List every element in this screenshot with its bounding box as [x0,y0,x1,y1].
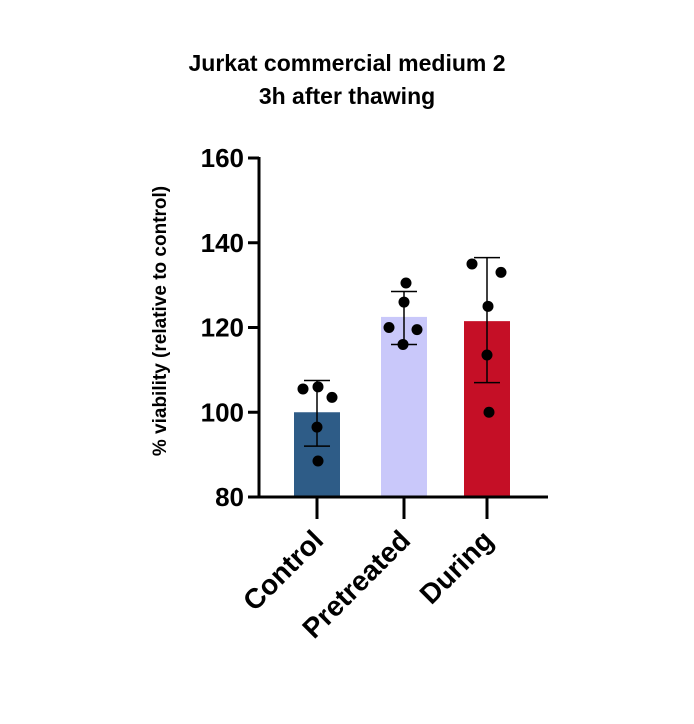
data-point [495,266,507,278]
data-point [397,338,409,350]
y-tick-label: 120 [201,313,244,343]
y-tick-label: 140 [201,228,244,258]
data-point [297,383,309,395]
y-tick-label: 160 [201,143,244,173]
x-tick-label-during: During [414,524,500,610]
data-point [312,455,324,467]
data-point [481,349,493,361]
data-point [483,406,495,418]
chart-title: Jurkat commercial medium 2 [188,50,505,76]
data-point [311,421,323,433]
chart-subtitle: 3h after thawing [259,83,435,109]
data-point [482,300,494,312]
data-point [398,296,410,308]
y-axis-label: % viability (relative to control) [150,186,171,456]
data-point [326,391,338,403]
data-point [400,277,412,289]
data-point [466,258,478,270]
data-point [411,324,423,336]
y-tick-label: 80 [215,482,244,512]
data-point [312,381,324,393]
y-tick-label: 100 [201,397,244,427]
data-point [383,322,395,333]
